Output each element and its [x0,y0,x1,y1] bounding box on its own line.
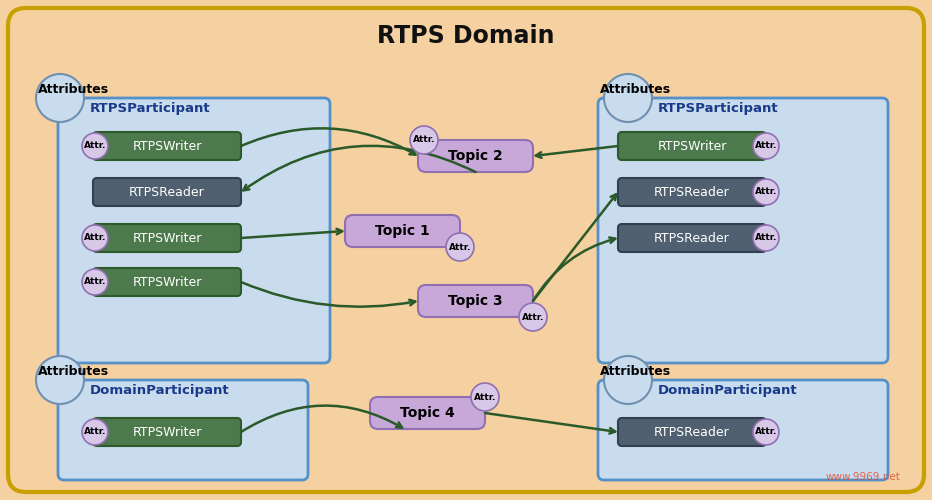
Text: Attr.: Attr. [755,428,777,436]
Text: RTPSParticipant: RTPSParticipant [658,102,778,115]
Text: Attr.: Attr. [84,142,106,150]
Circle shape [753,179,779,205]
FancyBboxPatch shape [93,178,241,206]
FancyBboxPatch shape [598,380,888,480]
Circle shape [82,133,108,159]
FancyBboxPatch shape [418,285,533,317]
Circle shape [753,133,779,159]
Text: RTPSWriter: RTPSWriter [132,232,201,244]
Circle shape [82,225,108,251]
Text: RTPS Domain: RTPS Domain [377,24,555,48]
Circle shape [753,225,779,251]
Text: Attr.: Attr. [473,392,496,402]
FancyBboxPatch shape [93,418,241,446]
Circle shape [82,269,108,295]
Text: Attributes: Attributes [38,365,109,378]
Circle shape [753,419,779,445]
FancyBboxPatch shape [370,397,485,429]
Text: Attr.: Attr. [84,278,106,286]
FancyBboxPatch shape [345,215,460,247]
FancyBboxPatch shape [618,178,766,206]
Text: RTPSWriter: RTPSWriter [132,140,201,152]
Text: Topic 1: Topic 1 [375,224,430,238]
Text: Topic 2: Topic 2 [448,149,503,163]
FancyBboxPatch shape [618,132,766,160]
Text: Attributes: Attributes [600,83,671,96]
FancyBboxPatch shape [93,224,241,252]
FancyBboxPatch shape [618,418,766,446]
Circle shape [410,126,438,154]
Text: DomainParticipant: DomainParticipant [658,384,798,397]
FancyBboxPatch shape [93,268,241,296]
Circle shape [82,419,108,445]
Text: Topic 3: Topic 3 [448,294,502,308]
FancyBboxPatch shape [418,140,533,172]
Circle shape [36,74,84,122]
Text: RTPSWriter: RTPSWriter [657,140,727,152]
Text: Attr.: Attr. [449,242,472,252]
Text: RTPSWriter: RTPSWriter [132,426,201,438]
Circle shape [604,74,652,122]
Text: Attr.: Attr. [522,312,544,322]
Text: Attr.: Attr. [413,136,435,144]
FancyBboxPatch shape [93,132,241,160]
Circle shape [36,356,84,404]
Text: RTPSWriter: RTPSWriter [132,276,201,288]
Text: Attr.: Attr. [755,188,777,196]
Circle shape [519,303,547,331]
Text: RTPSReader: RTPSReader [654,186,730,198]
Text: Attr.: Attr. [755,142,777,150]
Text: Attributes: Attributes [600,365,671,378]
Text: www.9969.net: www.9969.net [825,472,900,482]
Text: RTPSReader: RTPSReader [654,232,730,244]
Text: Topic 4: Topic 4 [400,406,455,420]
Circle shape [471,383,499,411]
Text: Attr.: Attr. [84,428,106,436]
Circle shape [446,233,474,261]
FancyBboxPatch shape [598,98,888,363]
Text: Attributes: Attributes [38,83,109,96]
FancyBboxPatch shape [618,224,766,252]
Text: RTPSReader: RTPSReader [130,186,205,198]
FancyBboxPatch shape [8,8,924,492]
Circle shape [604,356,652,404]
Text: Attr.: Attr. [84,234,106,242]
Text: DomainParticipant: DomainParticipant [90,384,229,397]
Text: RTPSReader: RTPSReader [654,426,730,438]
Text: RTPSParticipant: RTPSParticipant [90,102,211,115]
Text: Attr.: Attr. [755,234,777,242]
FancyBboxPatch shape [58,98,330,363]
FancyBboxPatch shape [58,380,308,480]
